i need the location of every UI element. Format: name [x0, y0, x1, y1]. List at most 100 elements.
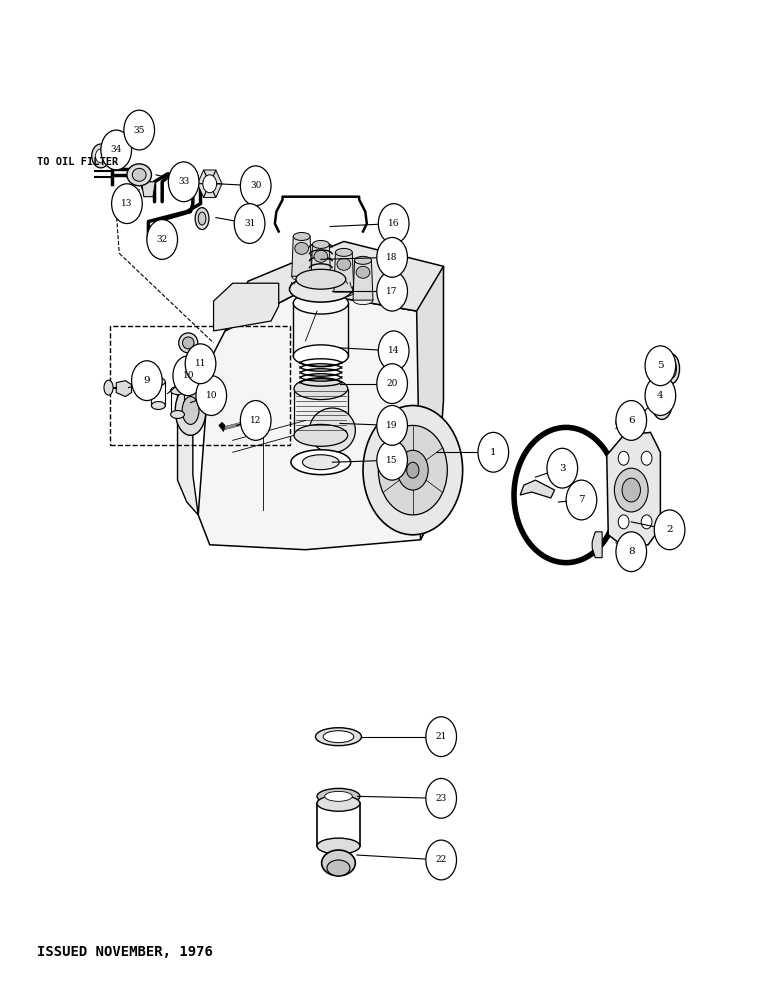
Ellipse shape	[195, 208, 209, 230]
Ellipse shape	[313, 240, 330, 248]
Circle shape	[566, 480, 597, 520]
Ellipse shape	[294, 424, 347, 446]
Ellipse shape	[322, 850, 355, 876]
Ellipse shape	[151, 402, 165, 410]
Text: 30: 30	[250, 181, 262, 190]
Ellipse shape	[109, 136, 119, 144]
Ellipse shape	[293, 292, 348, 314]
Ellipse shape	[294, 378, 347, 400]
Ellipse shape	[132, 168, 146, 181]
Ellipse shape	[325, 791, 352, 801]
Text: 20: 20	[387, 379, 398, 388]
Circle shape	[642, 451, 652, 465]
Ellipse shape	[106, 133, 122, 147]
Ellipse shape	[323, 731, 354, 743]
Text: 5: 5	[657, 361, 664, 370]
Polygon shape	[198, 184, 210, 198]
Ellipse shape	[652, 382, 672, 419]
Circle shape	[185, 344, 216, 384]
Ellipse shape	[354, 256, 371, 264]
Circle shape	[196, 376, 226, 415]
Text: 16: 16	[388, 219, 399, 228]
Circle shape	[478, 432, 509, 472]
Circle shape	[645, 346, 676, 386]
Circle shape	[378, 425, 447, 515]
Polygon shape	[417, 266, 443, 540]
Circle shape	[92, 144, 110, 168]
Circle shape	[124, 110, 154, 150]
Ellipse shape	[317, 788, 360, 804]
Polygon shape	[520, 480, 554, 498]
Ellipse shape	[573, 497, 583, 507]
Ellipse shape	[141, 182, 155, 192]
Text: 21: 21	[435, 732, 447, 741]
Circle shape	[426, 778, 456, 818]
Circle shape	[547, 448, 577, 488]
Text: 33: 33	[178, 177, 189, 186]
Polygon shape	[334, 252, 354, 292]
Circle shape	[618, 451, 629, 465]
Ellipse shape	[616, 415, 631, 429]
Text: 2: 2	[666, 525, 673, 534]
Circle shape	[203, 175, 217, 193]
Text: 14: 14	[388, 346, 399, 355]
Text: 31: 31	[244, 219, 256, 228]
Circle shape	[377, 271, 408, 311]
Circle shape	[234, 204, 265, 243]
Ellipse shape	[178, 333, 198, 353]
Ellipse shape	[182, 337, 194, 349]
Text: 9: 9	[144, 376, 151, 385]
Circle shape	[615, 468, 648, 512]
Ellipse shape	[291, 450, 350, 475]
Ellipse shape	[171, 387, 185, 395]
Text: 7: 7	[578, 495, 584, 504]
Polygon shape	[178, 353, 214, 515]
Circle shape	[173, 356, 204, 396]
Ellipse shape	[316, 728, 361, 746]
Polygon shape	[225, 241, 443, 356]
Circle shape	[96, 149, 107, 163]
Circle shape	[168, 162, 199, 202]
Ellipse shape	[293, 232, 310, 240]
Circle shape	[377, 440, 408, 480]
Text: 32: 32	[157, 235, 168, 244]
Ellipse shape	[292, 272, 312, 281]
Polygon shape	[214, 283, 279, 331]
Text: 15: 15	[386, 456, 398, 465]
Ellipse shape	[327, 860, 350, 876]
Text: 35: 35	[134, 126, 145, 135]
Circle shape	[618, 515, 629, 529]
Circle shape	[240, 401, 271, 440]
Text: 34: 34	[110, 145, 122, 154]
Ellipse shape	[187, 374, 195, 384]
Polygon shape	[210, 184, 222, 198]
Text: 12: 12	[250, 416, 262, 425]
Polygon shape	[294, 389, 347, 435]
Circle shape	[377, 364, 408, 404]
Ellipse shape	[182, 397, 199, 424]
Ellipse shape	[303, 455, 339, 470]
Ellipse shape	[317, 795, 360, 811]
Ellipse shape	[104, 380, 113, 395]
Text: 1: 1	[490, 448, 496, 457]
Ellipse shape	[311, 280, 331, 289]
Text: 13: 13	[121, 199, 133, 208]
Text: 17: 17	[386, 287, 398, 296]
Text: 22: 22	[435, 855, 447, 864]
Circle shape	[240, 166, 271, 206]
Ellipse shape	[337, 258, 350, 270]
Polygon shape	[198, 170, 210, 184]
Ellipse shape	[335, 248, 352, 256]
Polygon shape	[592, 532, 602, 558]
Ellipse shape	[151, 378, 165, 386]
Ellipse shape	[295, 242, 309, 254]
Circle shape	[363, 406, 462, 535]
Circle shape	[616, 401, 647, 440]
Circle shape	[616, 532, 647, 572]
Text: 6: 6	[628, 416, 635, 425]
Ellipse shape	[296, 269, 346, 289]
Ellipse shape	[198, 212, 206, 225]
Text: 3: 3	[559, 464, 566, 473]
Circle shape	[654, 510, 685, 550]
Ellipse shape	[356, 266, 370, 278]
